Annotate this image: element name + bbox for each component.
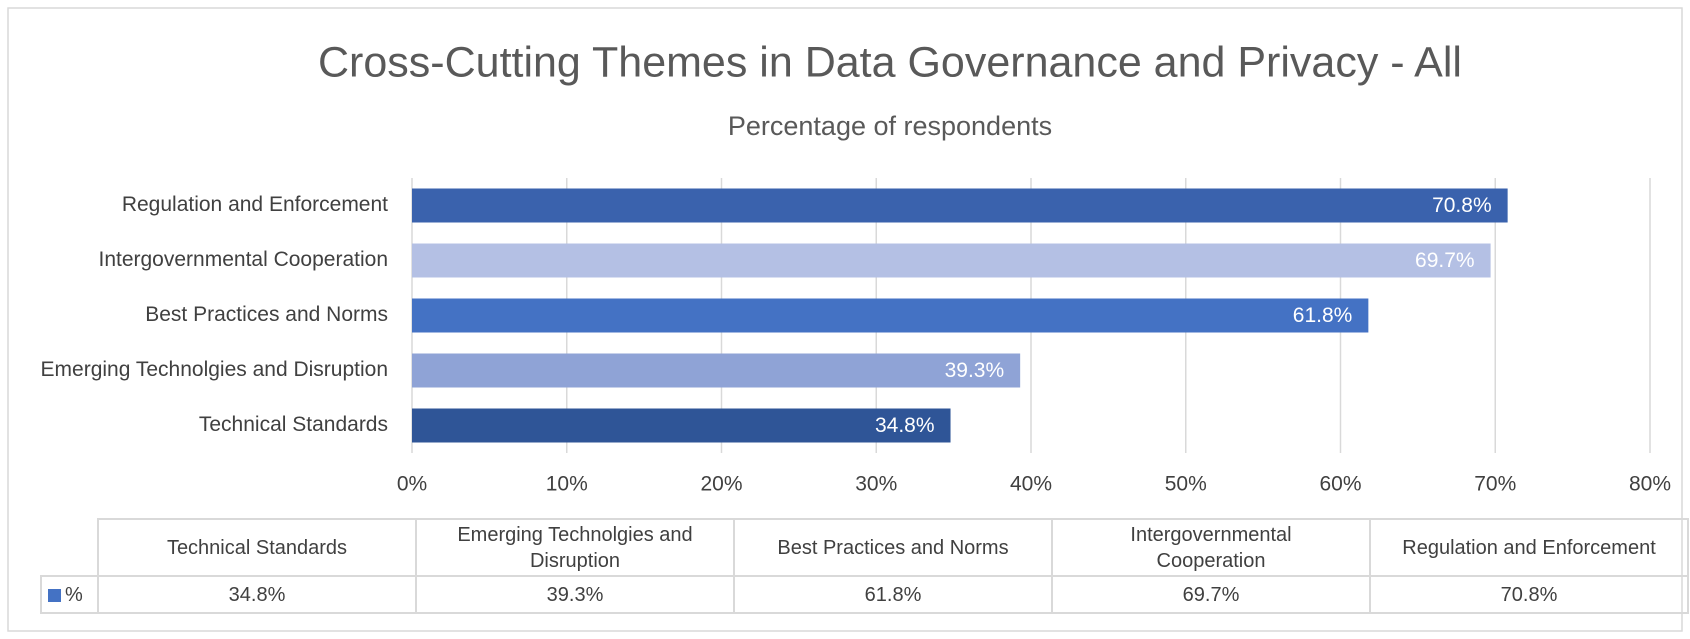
table-header-cell: Emerging Technolgies and Disruption: [415, 518, 735, 577]
table-value-cell: 69.7%: [1051, 575, 1371, 614]
bar: [412, 243, 1491, 278]
x-tick-label: 70%: [1474, 473, 1516, 496]
table-corner: [41, 519, 99, 577]
y-tick-label: Intergovernmental Cooperation: [98, 248, 388, 271]
bar: [412, 188, 1508, 223]
y-tick-label: Best Practices and Norms: [145, 303, 388, 326]
x-tick-label: 60%: [1319, 473, 1361, 496]
x-tick-label: 50%: [1165, 473, 1207, 496]
data-label: 34.8%: [875, 414, 935, 437]
x-tick-label: 20%: [700, 473, 742, 496]
x-tick-label: 10%: [546, 473, 588, 496]
table-legend-cell: %: [40, 575, 99, 614]
chart-subtitle: Percentage of respondents: [728, 111, 1052, 141]
table-value-cell: 70.8%: [1369, 575, 1689, 614]
table-header-cell: Intergovernmental Cooperation: [1051, 518, 1371, 577]
x-tick-label: 40%: [1010, 473, 1052, 496]
table-header-cell: Regulation and Enforcement: [1369, 518, 1689, 577]
y-tick-label: Emerging Technolgies and Disruption: [41, 358, 388, 381]
table-value-cell: 39.3%: [415, 575, 735, 614]
y-tick-label: Technical Standards: [199, 413, 388, 436]
x-tick-label: 0%: [397, 473, 427, 496]
chart-title: Cross-Cutting Themes in Data Governance …: [318, 38, 1462, 86]
y-tick-label: Regulation and Enforcement: [122, 193, 388, 216]
legend-swatch: [48, 588, 61, 602]
table-value-cell: 34.8%: [97, 575, 417, 614]
x-tick-label: 80%: [1629, 473, 1671, 496]
legend-label: %: [65, 583, 83, 606]
data-label: 69.7%: [1415, 249, 1475, 272]
table-value-cell: 61.8%: [733, 575, 1053, 614]
table-header-cell: Best Practices and Norms: [733, 518, 1053, 577]
bar: [412, 298, 1369, 333]
table-data-row: % 34.8% 39.3% 61.8% 69.7% 70.8%: [40, 575, 1689, 614]
data-table: Technical Standards Emerging Technolgies …: [40, 518, 1689, 614]
x-tick-label: 30%: [855, 473, 897, 496]
data-label: 39.3%: [945, 359, 1005, 382]
bar: [412, 408, 951, 443]
data-label: 70.8%: [1432, 194, 1492, 217]
table-header-cell: Technical Standards: [97, 518, 417, 577]
bar: [412, 353, 1021, 388]
chart-border: [7, 7, 1683, 632]
table-header-row: Technical Standards Emerging Technolgies …: [41, 518, 1689, 577]
data-label: 61.8%: [1293, 304, 1353, 327]
